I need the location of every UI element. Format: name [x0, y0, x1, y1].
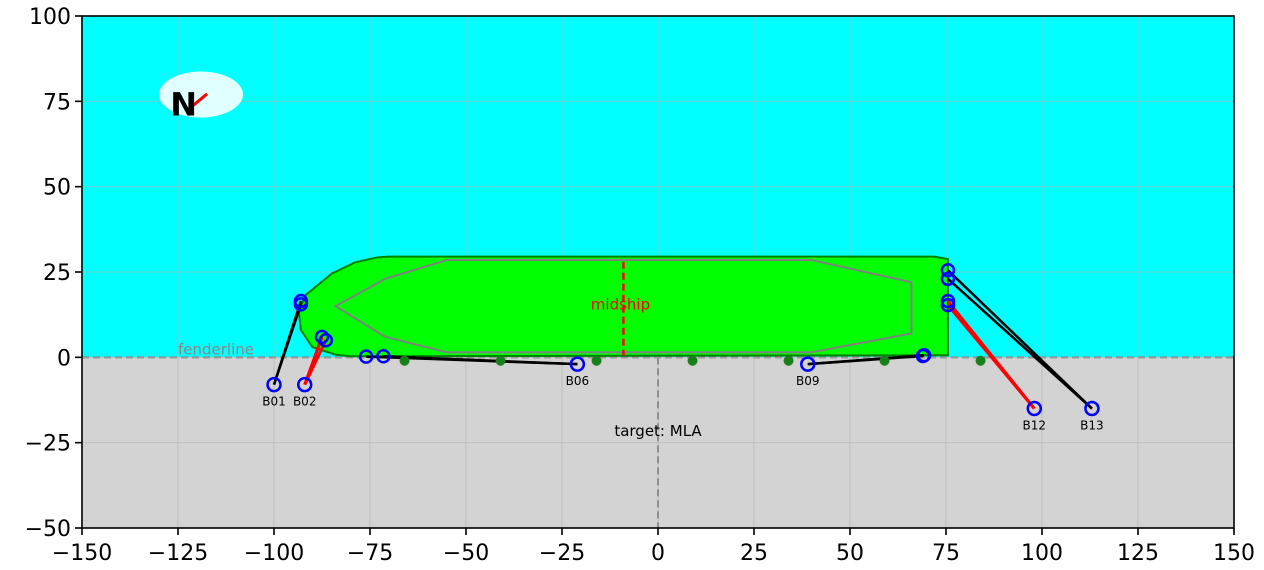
fairlead-marker	[940, 293, 956, 309]
vessel-deck-outline	[333, 259, 913, 354]
north-arrow-icon	[186, 92, 209, 112]
bollard-label: B12	[1023, 419, 1047, 433]
x-tick-label: 150	[1213, 541, 1255, 566]
fender-point	[399, 355, 410, 366]
x-tick-label: −100	[244, 541, 304, 566]
fairlead-marker	[358, 349, 374, 364]
fairlead-marker	[940, 263, 956, 278]
fender-point	[687, 355, 698, 366]
mooring-line	[947, 277, 1093, 410]
fenderline-label: fenderline	[178, 340, 254, 358]
vessel-layer	[297, 255, 949, 358]
bollard-marker	[1084, 400, 1100, 417]
midship-label: midship	[591, 296, 650, 314]
fairlead-marker	[916, 348, 932, 363]
mooring-line	[303, 339, 328, 386]
fender-point	[879, 355, 890, 366]
bollard-marker	[800, 356, 816, 372]
y-tick-label: 75	[43, 90, 71, 115]
fairlead-marker	[940, 271, 956, 287]
bollard-marker	[1026, 400, 1043, 417]
mooring-line	[807, 354, 925, 366]
bollard-marker	[296, 376, 313, 393]
bollard-marker	[266, 376, 282, 393]
target-label: target: MLA	[614, 422, 702, 440]
x-tick-label: −75	[347, 541, 393, 566]
y-tick-label: 0	[57, 346, 71, 371]
x-tick-label: 125	[1117, 541, 1159, 566]
fender-point	[975, 355, 986, 366]
fairlead-marker	[318, 333, 334, 348]
x-tick-label: 0	[651, 541, 665, 566]
x-tick-label: 75	[932, 541, 960, 566]
north-label: N	[170, 86, 197, 124]
fender-point	[495, 355, 506, 366]
bollard-label: B02	[293, 395, 317, 409]
x-tick-label: −150	[52, 541, 112, 566]
y-tick-label: 100	[29, 5, 71, 30]
fender-point	[591, 355, 602, 366]
fairlead-marker	[314, 329, 330, 345]
x-tick-label: 50	[836, 541, 864, 566]
fender-point	[783, 355, 794, 366]
y-tick-label: 50	[43, 176, 71, 201]
bollard-label: B01	[262, 395, 286, 409]
y-tick-label: −25	[25, 432, 71, 457]
x-tick-label: −125	[148, 541, 208, 566]
x-tick-label: −50	[443, 541, 489, 566]
mooring-line	[383, 355, 578, 366]
points-layer: B01 B02 B06 B09 B12 B13	[262, 263, 1104, 433]
x-tick-label: −25	[539, 541, 585, 566]
mooring-line	[946, 304, 1036, 410]
fairlead-marker	[293, 297, 309, 312]
annotations-layer: fenderline midship target: MLA N	[159, 71, 702, 440]
y-tick-label: −50	[25, 517, 71, 542]
north-indicator-background	[159, 71, 244, 118]
mooring-line	[272, 304, 303, 386]
fairlead-marker	[940, 297, 956, 313]
y-tick-label: 25	[43, 261, 71, 286]
bollard-label: B06	[566, 374, 590, 388]
bollard-label: B09	[796, 374, 820, 388]
mooring-lines-layer	[272, 269, 1093, 410]
bollard-label: B13	[1080, 419, 1104, 433]
x-tick-label: 25	[740, 541, 768, 566]
fairlead-marker	[376, 349, 391, 364]
axes: −150 −125 −100 −75 −50 −25 0 25 50 75 100 125 150 −50…	[25, 5, 1255, 566]
x-tick-label: 100	[1021, 541, 1063, 566]
bollard-marker	[569, 356, 586, 372]
